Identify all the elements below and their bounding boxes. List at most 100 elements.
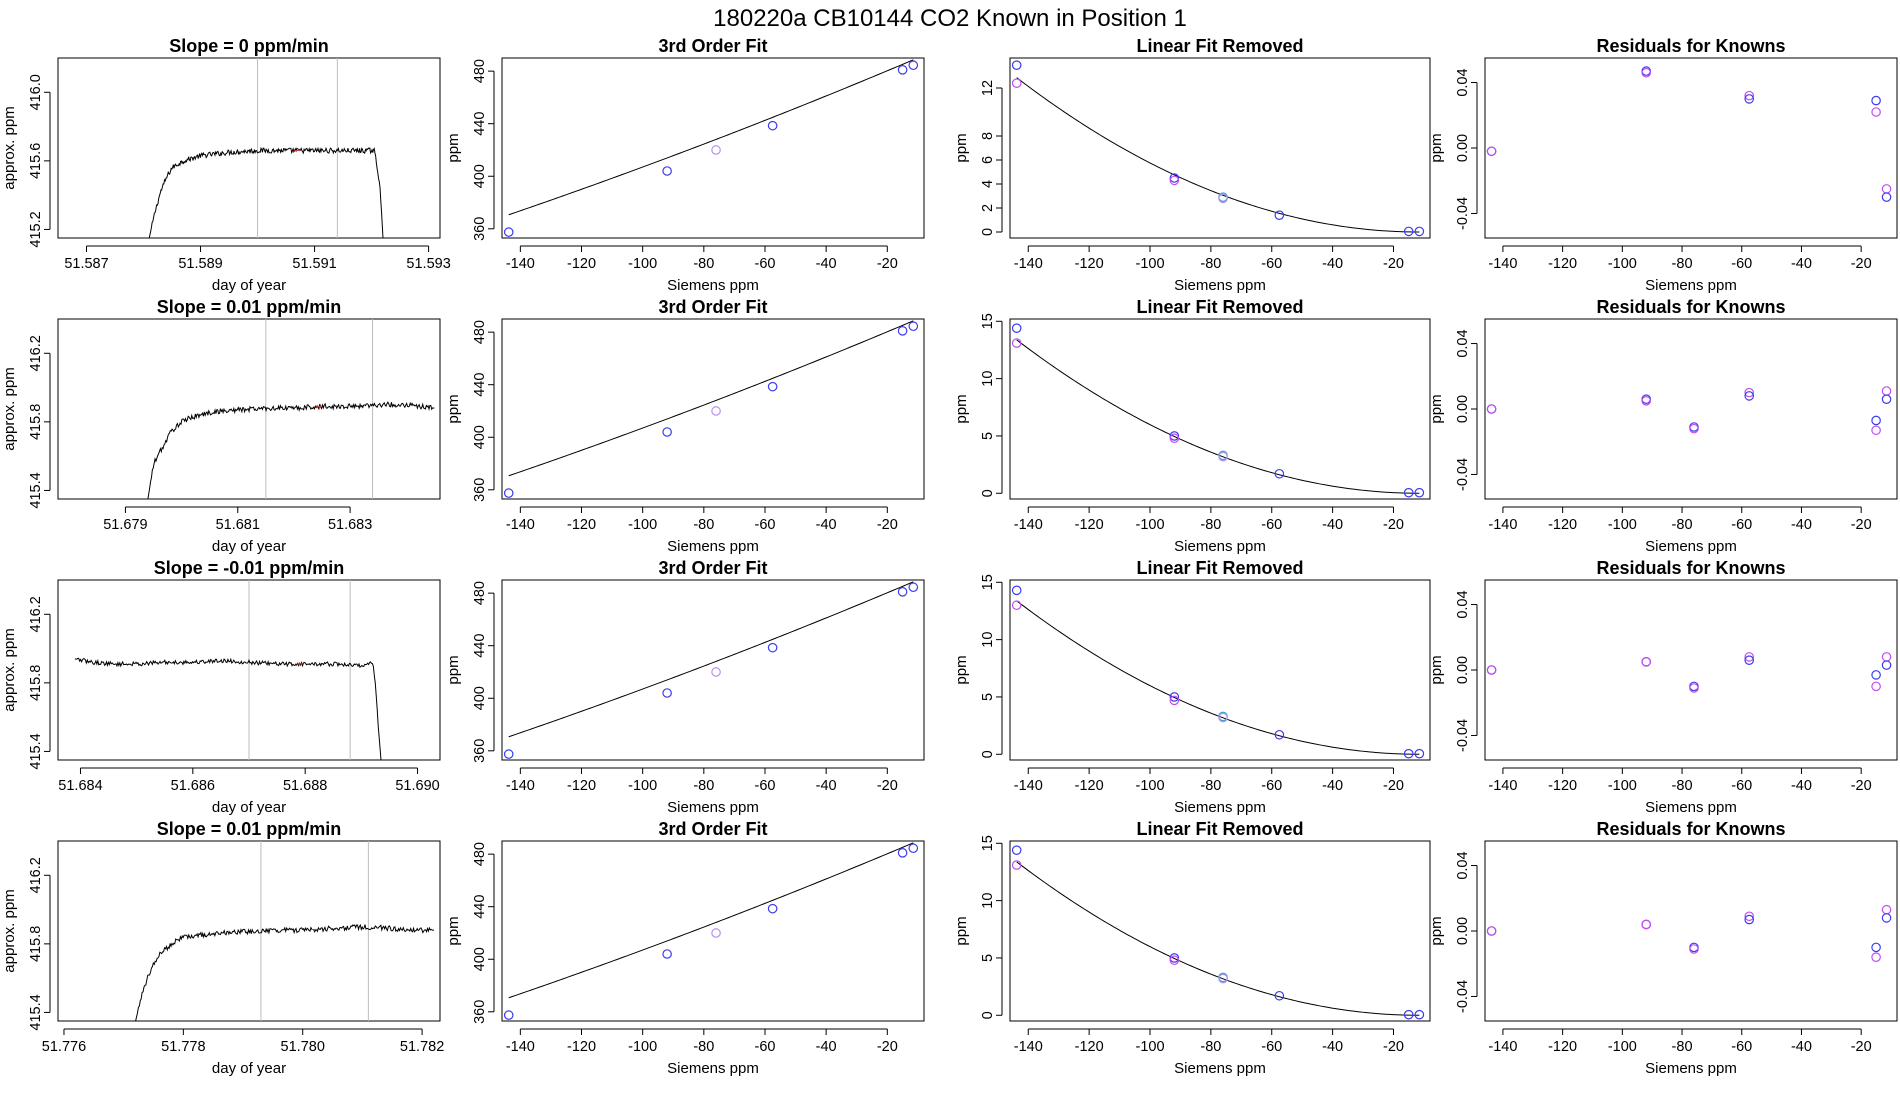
panel-title: Slope = 0.01 ppm/min: [157, 297, 342, 317]
panel-r2c1: Slope = 0.01 ppm/min 51.679 51.681 51.683 41…: [1, 297, 441, 555]
data-point: [1169, 695, 1180, 706]
data-layer: [135, 923, 435, 1021]
x-tick-label: -40: [816, 517, 837, 533]
data-point: [897, 587, 908, 597]
data-point: [1871, 942, 1881, 953]
x-tick-label: -80: [693, 1039, 714, 1055]
data-layer: [1016, 600, 1420, 755]
x-tick-label: -120: [1548, 256, 1577, 272]
x-tick-label: -60: [1261, 778, 1282, 794]
data-point: [1881, 660, 1892, 670]
data-point: [1218, 712, 1228, 723]
data-point: [1744, 911, 1755, 922]
x-tick-label: -60: [755, 517, 776, 533]
fit-curve: [1016, 339, 1420, 494]
fit-curve: [508, 59, 914, 216]
data-point: [1011, 60, 1022, 70]
x-tick-label: -140: [1488, 517, 1517, 533]
x-tick-label: 51.688: [283, 778, 327, 794]
y-tick-label: 0.00: [1455, 395, 1471, 423]
x-tick-label: -120: [1075, 517, 1104, 533]
x-axis-label: Siemens ppm: [667, 799, 759, 816]
plot-frame: [1009, 57, 1431, 239]
panel-r4c2: 3rd Order Fit -140 -120 -100 -80 -60 -40 -20 360…: [445, 819, 925, 1077]
y-axis-label: ppm: [953, 133, 970, 162]
fit-curve: [508, 581, 914, 738]
data-point: [1414, 487, 1425, 498]
panel-r2c4: Residuals for Knowns -140 -120 -100 -80 -60 -4…: [1428, 297, 1898, 555]
y-tick-label: 360: [472, 739, 488, 763]
data-point: [503, 749, 514, 759]
y-tick-label: 0: [980, 750, 996, 758]
data-point: [897, 326, 908, 336]
panel-r4c1: Slope = 0.01 ppm/min 51.776 51.778 51.780 51…: [1, 819, 444, 1077]
y-tick-label: 400: [472, 164, 488, 188]
plot-frame: [1484, 579, 1898, 761]
data-layer: [508, 842, 914, 999]
data-point: [1169, 955, 1180, 966]
x-axis-label: Siemens ppm: [1645, 799, 1737, 816]
x-tick-label: -140: [1014, 517, 1043, 533]
y-axis-label: ppm: [445, 133, 462, 162]
y-tick-label: 5: [980, 432, 996, 440]
y-tick-label: 360: [472, 1000, 488, 1024]
x-tick-label: -20: [1383, 778, 1404, 794]
panel-title: 3rd Order Fit: [658, 819, 767, 839]
x-tick-label: -120: [1075, 256, 1104, 272]
panel-r1c4: Residuals for Knowns -140 -120 -100 -80 -60 -4…: [1428, 36, 1898, 294]
panel-grid: Slope = 0 ppm/min 51.587 51.589 51.591 51.59…: [1, 36, 1898, 1077]
plot-frame: [1009, 840, 1431, 1022]
fit-curve: [1016, 77, 1420, 233]
data-point: [711, 667, 721, 677]
y-tick-label: 400: [472, 425, 488, 449]
y-axis-label: ppm: [445, 916, 462, 945]
data-point: [1169, 175, 1180, 186]
y-tick-label: 415.8: [28, 926, 44, 962]
x-tick-label: -20: [1851, 517, 1872, 533]
y-tick-label: 440: [472, 373, 488, 397]
x-tick-label: -80: [1672, 256, 1693, 272]
x-tick-label: -60: [1261, 1039, 1282, 1055]
y-tick-label: 15: [980, 835, 996, 851]
y-tick-label: 440: [472, 895, 488, 919]
panel-r3c3: Linear Fit Removed -140 -120 -100 -80 -60 -40 -…: [953, 558, 1431, 816]
x-tick-label: -40: [1322, 1039, 1343, 1055]
x-tick-label: 51.681: [216, 517, 260, 533]
y-tick-label: 0.04: [1455, 329, 1471, 357]
data-point: [1881, 184, 1892, 194]
x-tick-label: -120: [1548, 517, 1577, 533]
plot-frame: [57, 57, 441, 239]
data-layer: [147, 401, 435, 499]
x-tick-label: -40: [1791, 778, 1812, 794]
data-point: [503, 1010, 514, 1020]
y-tick-label: 416.2: [28, 857, 44, 893]
plot-frame: [57, 318, 441, 500]
y-tick-label: 415.4: [28, 733, 44, 769]
y-tick-label: 0: [980, 228, 996, 236]
x-tick-label: -20: [1851, 256, 1872, 272]
data-point: [1871, 681, 1881, 692]
y-tick-label: 0.04: [1455, 68, 1471, 96]
data-point: [1881, 394, 1892, 404]
panel-r3c1: Slope = -0.01 ppm/min 51.684 51.686 51.688 5…: [1, 558, 441, 816]
data-point: [711, 145, 721, 155]
y-axis-label: ppm: [445, 394, 462, 423]
data-point: [1871, 670, 1881, 680]
panel-r4c4: Residuals for Knowns -140 -120 -100 -80 -60 -4…: [1428, 819, 1898, 1077]
y-axis-label: ppm: [953, 916, 970, 945]
panel-r2c2: 3rd Order Fit -140 -120 -100 -80 -60 -40 -20 360…: [445, 297, 925, 555]
data-point: [1881, 652, 1892, 662]
x-tick-label: -80: [1200, 778, 1221, 794]
x-axis-label: Siemens ppm: [1174, 277, 1266, 294]
x-tick-label: -140: [1014, 256, 1043, 272]
data-point: [1486, 665, 1497, 675]
data-point: [908, 60, 919, 71]
data-point: [1011, 585, 1022, 596]
y-tick-label: 2: [980, 204, 996, 212]
panel-title: Slope = 0 ppm/min: [169, 36, 329, 56]
y-tick-label: 440: [472, 112, 488, 136]
plot-frame: [501, 318, 925, 500]
x-tick-label: 51.593: [406, 256, 450, 272]
panel-r1c2: 3rd Order Fit -140 -120 -100 -80 -60 -40 -20 360…: [445, 36, 925, 294]
data-point: [503, 488, 514, 498]
